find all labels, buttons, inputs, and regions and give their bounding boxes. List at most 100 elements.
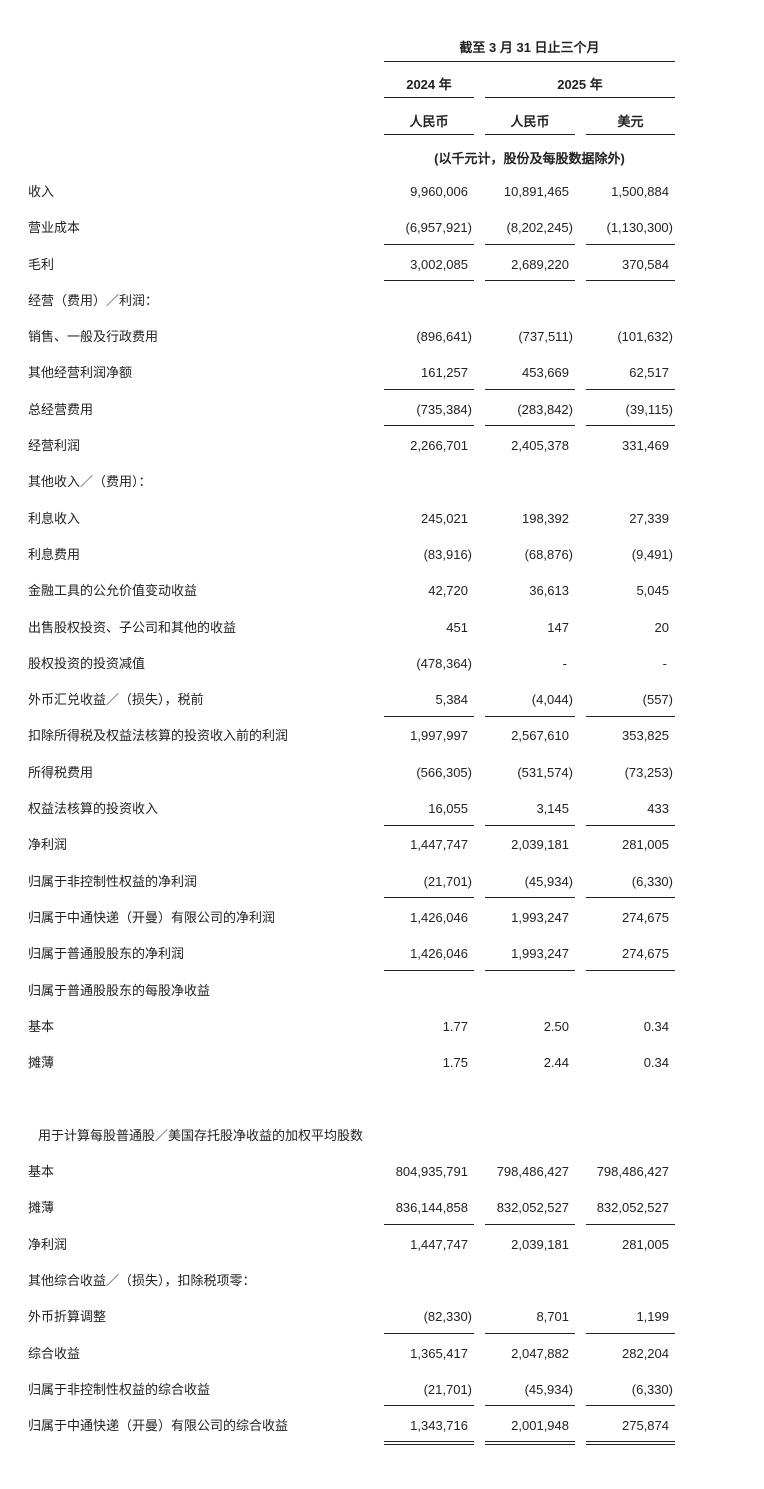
row-label: 归属于普通股股东的每股净收益 — [28, 982, 211, 998]
value-cell: (6,330) — [586, 1372, 675, 1407]
value-cell: 5,045 — [636, 583, 669, 599]
table-row: 归属于中通快递（开曼）有限公司的净利润 1,426,046 1,993,247 274… — [0, 900, 764, 936]
value-cell: 451 — [446, 619, 468, 635]
row-label: 股权投资的投资减值 — [28, 655, 146, 671]
value-cell: 161,257 — [384, 355, 474, 390]
header-rule — [586, 134, 675, 135]
row-label: 归属于非控制性权益的综合收益 — [28, 1381, 211, 1397]
value-cell: (9,491) — [631, 546, 673, 562]
value-cell: 1.75 — [442, 1055, 468, 1071]
row-label: 归属于中通快递（开曼）有限公司的净利润 — [28, 909, 276, 925]
value-cell: (68,876) — [524, 546, 573, 562]
row-label: 经营利润 — [28, 438, 81, 454]
table-row: 用于计算每股普通股／美国存托股净收益的加权平均股数 — [0, 1118, 764, 1154]
row-label: 基本 — [28, 1164, 55, 1180]
table-row: 销售、一般及行政费用 (896,641) (737,511) (101,632) — [0, 319, 764, 355]
table-row: 归属于非控制性权益的综合收益 (21,701) (45,934) (6,330) — [0, 1372, 764, 1408]
year-2025-header: 2025 年 — [557, 77, 603, 92]
value-cell: 275,874 — [586, 1408, 675, 1446]
table-row: 权益法核算的投资收入 16,055 3,145 433 — [0, 791, 764, 827]
value-cell: (21,701) — [384, 1372, 474, 1407]
value-cell: 1,997,997 — [410, 728, 468, 744]
row-label: 净利润 — [28, 1236, 68, 1252]
row-label: 归属于中通快递（开曼）有限公司的综合收益 — [28, 1418, 289, 1434]
table-row: 经营（费用）／利润： — [0, 283, 764, 319]
header-rule — [384, 134, 474, 135]
value-cell: 1.77 — [442, 1018, 468, 1034]
value-cell: 1,993,247 — [511, 909, 569, 925]
row-label: 用于计算每股普通股／美国存托股净收益的加权平均股数 — [38, 1127, 364, 1143]
row-label: 摊薄 — [28, 1055, 55, 1071]
value-cell: (6,330) — [586, 864, 675, 899]
table-row: 扣除所得税及权益法核算的投资收入前的利润 1,997,997 2,567,610 35… — [0, 718, 764, 754]
value-cell: 1,500,884 — [611, 184, 669, 199]
row-label: 利息费用 — [28, 546, 81, 562]
value-cell: 0.34 — [643, 1018, 669, 1034]
table-row: 经营利润 2,266,701 2,405,378 331,469 — [0, 428, 764, 464]
value-cell: 27,339 — [629, 510, 669, 526]
table-row: 净利润 1,447,747 2,039,181 281,005 — [0, 1227, 764, 1263]
value-cell: 198,392 — [522, 510, 569, 526]
year-2024-header: 2024 年 — [406, 77, 452, 92]
value-cell: (566,305) — [416, 764, 472, 780]
table-row: 归属于中通快递（开曼）有限公司的综合收益 1,343,716 2,001,948 27… — [0, 1408, 764, 1446]
value-cell: (478,364) — [416, 655, 472, 671]
value-cell: 16,055 — [384, 791, 474, 826]
value-cell: 282,204 — [622, 1345, 669, 1361]
value-cell: 353,825 — [622, 728, 669, 744]
value-cell: 5,384 — [384, 682, 474, 717]
value-cell: 1,993,247 — [485, 936, 575, 971]
table-row: 基本 1.77 2.50 0.34 — [0, 1009, 764, 1045]
row-label: 摊薄 — [28, 1200, 55, 1216]
row-label: 归属于非控制性权益的净利润 — [28, 873, 198, 889]
row-label: 金融工具的公允价值变动收益 — [28, 583, 198, 599]
table-row: 外币汇兑收益／（损失），税前 5,384 (4,044) (557) — [0, 682, 764, 718]
value-cell: (6,957,921) — [384, 210, 474, 245]
row-label: 营业成本 — [28, 220, 81, 236]
row-label: 毛利 — [28, 256, 55, 272]
value-cell: 798,486,427 — [596, 1164, 669, 1180]
header-rule — [384, 97, 474, 98]
value-cell: (82,330) — [384, 1299, 474, 1334]
value-cell: 62,517 — [586, 355, 675, 390]
value-cell: - — [562, 655, 567, 671]
table-row: 基本 804,935,791 798,486,427 798,486,427 — [0, 1154, 764, 1190]
value-cell: (283,842) — [485, 392, 575, 427]
value-cell: 281,005 — [622, 1236, 669, 1252]
table-row: 所得税费用 (566,305) (531,574) (73,253) — [0, 755, 764, 791]
row-label: 其他收入／（费用）： — [28, 474, 152, 490]
value-cell: 2,047,882 — [511, 1345, 569, 1361]
table-row: 金融工具的公允价值变动收益 42,720 36,613 5,045 — [0, 573, 764, 609]
value-cell: 453,669 — [485, 355, 575, 390]
value-cell: (1,130,300) — [586, 210, 675, 245]
value-cell: 1,447,747 — [410, 1236, 468, 1252]
value-cell: (45,934) — [485, 864, 575, 899]
table-row: 毛利 3,002,085 2,689,220 370,584 — [0, 247, 764, 283]
value-cell: (83,916) — [423, 546, 472, 562]
units-note: (以千元计，股份及每股数据除外) — [434, 151, 625, 166]
value-cell: 281,005 — [622, 837, 669, 853]
table-row: 摊薄 1.75 2.44 0.34 — [0, 1045, 764, 1081]
value-cell: 2,001,948 — [485, 1408, 575, 1446]
table-row: 利息收入 245,021 198,392 27,339 — [0, 501, 764, 537]
value-cell: 2.44 — [543, 1055, 569, 1071]
table-row: 净利润 1,447,747 2,039,181 281,005 — [0, 827, 764, 863]
table-row: 总经营费用 (735,384) (283,842) (39,115) — [0, 392, 764, 428]
value-cell: - — [662, 655, 667, 671]
header-rule — [384, 61, 675, 62]
value-cell: 331,469 — [622, 438, 669, 454]
value-cell: 0.34 — [643, 1055, 669, 1071]
row-label: 其他经营利润净额 — [28, 365, 133, 381]
value-cell: 147 — [547, 619, 569, 635]
currency-header-usd-2025: 美元 — [617, 114, 644, 129]
row-label: 综合收益 — [28, 1345, 81, 1361]
row-label: 基本 — [28, 1018, 55, 1034]
value-cell: 8,701 — [485, 1299, 575, 1334]
value-cell: 1,447,747 — [410, 837, 468, 853]
currency-header-rmb-2024: 人民币 — [409, 114, 449, 129]
value-cell: 36,613 — [529, 583, 569, 599]
value-cell: 20 — [654, 619, 669, 635]
row-label: 总经营费用 — [28, 401, 94, 417]
row-label: 外币折算调整 — [28, 1309, 107, 1325]
value-cell: (737,511) — [518, 329, 573, 345]
